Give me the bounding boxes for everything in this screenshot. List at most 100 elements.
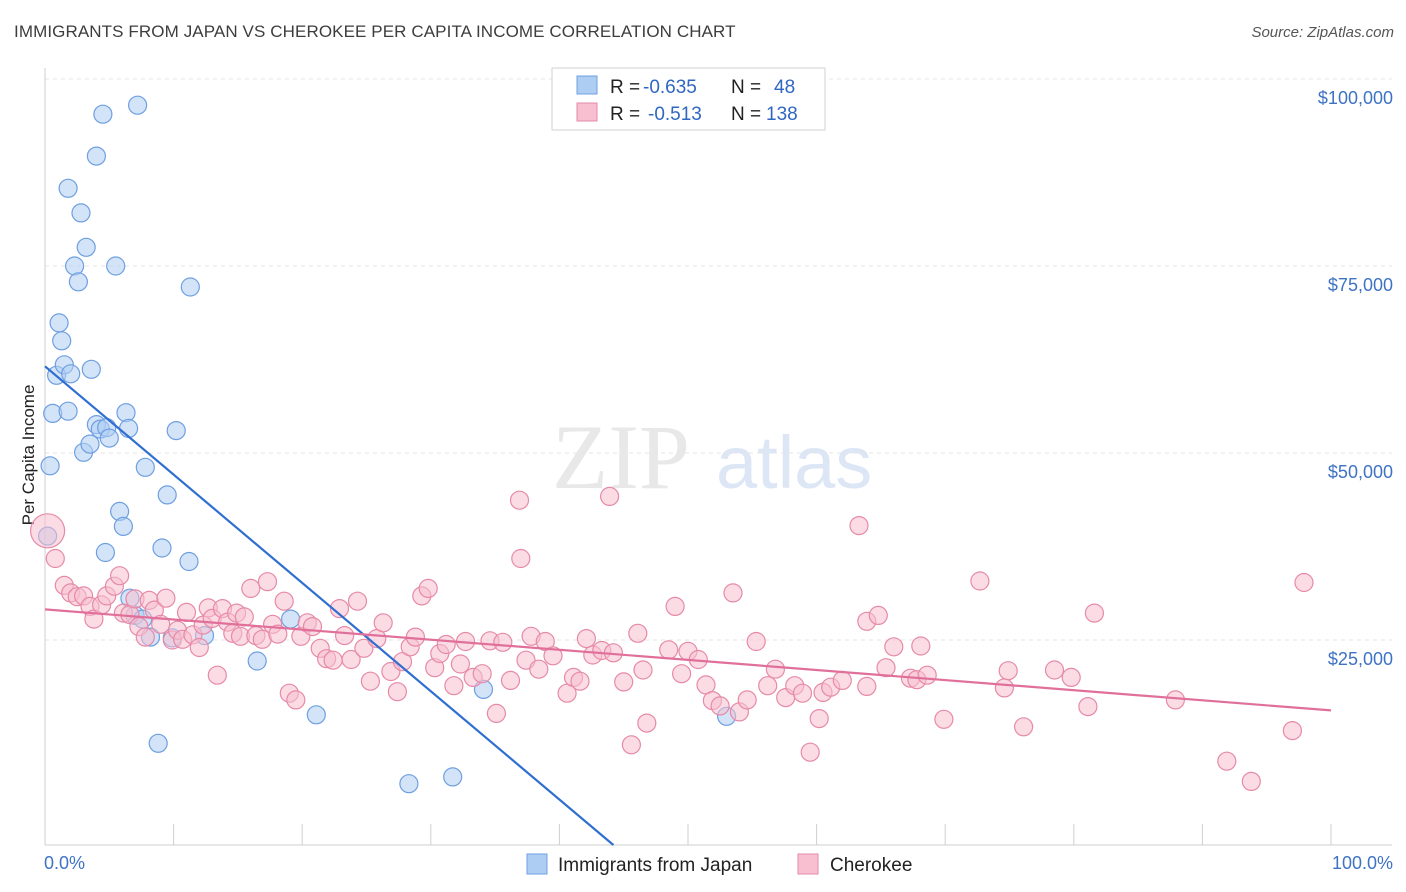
legend-r-value-japan: -0.635: [643, 77, 697, 98]
japan-point: [247, 651, 267, 671]
cherokee-point: [45, 548, 65, 569]
cherokee-point: [189, 637, 209, 658]
cherokee-point: [392, 652, 413, 672]
cherokee-point: [633, 660, 653, 680]
y-tick-label: $100,000: [1318, 88, 1393, 108]
japan-point: [95, 542, 116, 563]
cherokee-point: [857, 676, 877, 697]
x-tick-labels: 0.0% 100.0%: [44, 853, 1393, 873]
japan-point: [152, 538, 172, 558]
cherokee-point: [628, 623, 648, 643]
cherokee-point: [274, 591, 294, 611]
cherokee-point: [1294, 572, 1314, 593]
japan-point: [93, 104, 113, 124]
japan-point: [61, 364, 81, 384]
cherokee-point: [917, 665, 937, 685]
cherokee-point: [998, 661, 1018, 681]
y-tick-label: $50,000: [1328, 462, 1393, 482]
cherokee-point: [614, 672, 634, 692]
source-credit: Source: ZipAtlas.com: [1251, 24, 1394, 41]
cherokee-point: [347, 591, 368, 611]
cherokee-point: [486, 703, 506, 724]
cherokee-point: [323, 650, 343, 670]
cherokee-point: [286, 690, 306, 710]
legend-swatch-cherokee: [576, 102, 598, 122]
japan-point: [113, 516, 134, 537]
cherokee-point: [1061, 667, 1081, 688]
legend-n-label-cherokee: N =: [731, 104, 761, 125]
cherokee-point: [329, 598, 350, 619]
cherokee-point: [109, 566, 130, 586]
cherokee-point: [637, 713, 657, 733]
bottom-legend-label-japan: Immigrants from Japan: [558, 855, 752, 876]
cherokee-point: [970, 571, 990, 591]
series-cherokee-points: [29, 486, 1314, 792]
cherokee-point: [241, 578, 261, 599]
cherokee-point: [868, 605, 888, 626]
japan-point: [148, 733, 168, 753]
series-legend: Immigrants from Japan Cherokee: [526, 853, 912, 876]
japan-point: [119, 418, 139, 438]
cherokee-point: [665, 596, 685, 617]
cherokee-point: [450, 654, 470, 674]
trendline-japan: [44, 365, 615, 846]
cherokee-point: [1013, 717, 1034, 737]
japan-point: [116, 403, 136, 423]
japan-point: [76, 237, 96, 257]
japan-point: [58, 178, 78, 198]
japan-point: [157, 485, 177, 505]
watermark-zip: ZIP: [552, 406, 690, 508]
japan-point: [40, 456, 60, 476]
cherokee-point: [29, 513, 66, 549]
cherokee-point: [765, 659, 786, 679]
cherokee-point: [472, 664, 492, 684]
y-axis-label: Per Capita Income: [19, 385, 38, 526]
cherokee-point: [156, 588, 176, 608]
watermark-atlas: atlas: [716, 421, 872, 504]
japan-point: [128, 95, 148, 115]
cherokee-point: [335, 625, 355, 646]
trend-lines: [44, 365, 1332, 846]
chart-title: IMMIGRANTS FROM JAPAN VS CHEROKEE PER CA…: [14, 22, 736, 41]
cherokee-point: [341, 649, 361, 670]
cherokee-point: [723, 583, 743, 603]
cherokee-point: [302, 616, 323, 637]
y-tick-label: $25,000: [1328, 649, 1393, 669]
cherokee-point: [543, 646, 563, 666]
japan-point: [166, 421, 186, 441]
cherokee-point: [500, 670, 521, 691]
japan-point: [86, 146, 107, 166]
cherokee-point: [354, 638, 374, 658]
japan-point: [80, 434, 100, 454]
cherokee-point: [176, 602, 197, 623]
watermark: ZIP atlas: [552, 406, 872, 508]
axes: [44, 68, 1392, 846]
cherokee-point: [257, 572, 278, 592]
japan-point: [68, 272, 89, 292]
cherokee-point: [1084, 603, 1105, 623]
y-tick-labels: $25,000 $50,000 $75,000 $100,000: [1318, 88, 1393, 669]
cherokee-point: [207, 665, 227, 685]
legend-n-value-cherokee: 138: [766, 104, 798, 125]
japan-point: [71, 203, 91, 223]
cherokee-point: [436, 634, 456, 655]
cherokee-point: [509, 490, 530, 510]
cherokee-point: [373, 613, 393, 633]
cherokee-point: [737, 690, 757, 710]
japan-point: [81, 359, 101, 379]
grid-lines: [45, 78, 1392, 641]
legend-n-value-japan: 48: [774, 77, 795, 98]
cherokee-point: [387, 682, 407, 702]
japan-point: [58, 401, 78, 421]
japan-point: [106, 256, 126, 276]
cherokee-point: [1165, 690, 1186, 710]
legend-r-label-cherokee: R =: [610, 104, 640, 125]
cherokee-point: [268, 624, 288, 644]
japan-point: [399, 774, 419, 794]
cherokee-point: [444, 676, 464, 696]
legend-n-label-japan: N =: [731, 77, 761, 98]
x-tick-label-max: 100.0%: [1332, 853, 1393, 873]
cherokee-point: [800, 742, 820, 762]
cherokee-point: [1044, 660, 1065, 680]
trendline-cherokee: [44, 608, 1332, 712]
